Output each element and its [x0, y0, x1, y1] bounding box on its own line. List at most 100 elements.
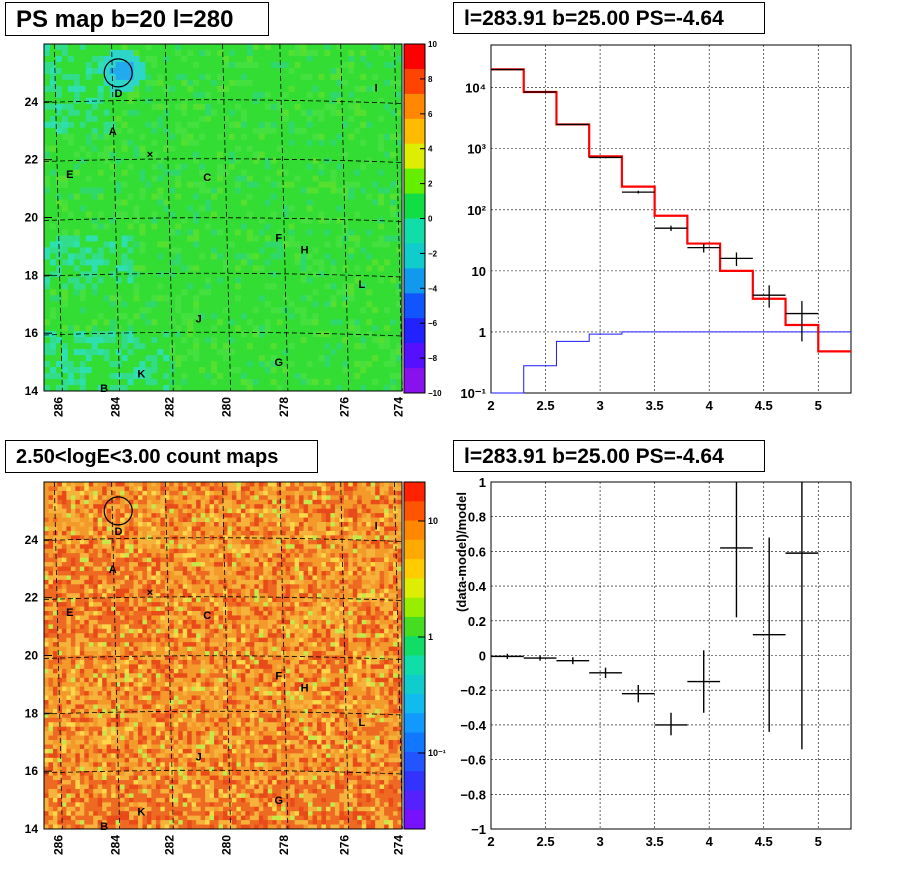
count-map-cell: [151, 548, 157, 554]
ps-map-cell: [396, 67, 403, 75]
ps-map-cell: [109, 163, 116, 171]
ps-map-cell: [300, 337, 307, 344]
ps-map-cell: [211, 44, 218, 51]
ps-map-cell: [288, 259, 295, 266]
ps-map-cell: [294, 367, 301, 374]
ps-map-cell: [258, 319, 266, 326]
ps-map-cell: [145, 265, 152, 272]
count-map-cell: [379, 486, 385, 492]
count-map-cell: [240, 539, 246, 545]
ps-map-cell: [270, 283, 278, 290]
ps-map-cell: [366, 73, 373, 81]
ps-map-cell: [151, 44, 158, 51]
ps-map-cell: [205, 379, 212, 386]
ps-map-cell: [97, 277, 105, 284]
count-map-cell: [334, 504, 340, 510]
ps-map-cell: [79, 103, 87, 111]
ps-map-cell: [240, 355, 248, 362]
ps-map-cell: [270, 133, 278, 141]
ps-map-cell: [169, 187, 176, 194]
ps-map-cell: [252, 49, 260, 57]
ps-map-cell: [145, 379, 152, 386]
ps-map-cell: [97, 337, 105, 344]
ps-map-cell: [79, 181, 87, 188]
ps-map-cell: [73, 349, 81, 356]
count-map-cell: [205, 499, 210, 505]
ps-map-cell: [348, 361, 355, 368]
count-map-cell: [93, 513, 99, 518]
count-map-cell: [375, 495, 381, 501]
count-map-cell: [330, 553, 336, 559]
ps-map-cell: [193, 355, 200, 362]
ps-map-cell: [306, 163, 313, 171]
ps-map-cell: [205, 259, 212, 266]
ps-map-cell: [300, 283, 307, 290]
ps-map-cell: [372, 349, 379, 356]
count-map-cell: [160, 562, 166, 567]
ps-map-cell: [187, 247, 194, 254]
ps-map-cell: [139, 151, 146, 159]
count-map-cell: [303, 508, 309, 514]
ps-map-cell: [228, 85, 236, 93]
count-map-cell: [375, 535, 381, 541]
ps-map-cell: [378, 205, 385, 212]
ps-map-cell: [360, 127, 367, 135]
count-map-cell: [393, 490, 398, 496]
count-map-cell: [361, 517, 367, 523]
ps-map-cell: [336, 319, 343, 326]
ps-map-cell: [384, 145, 391, 153]
ps-map-cell: [246, 283, 254, 290]
ps-map-cell: [384, 79, 391, 87]
ps-map-cell: [288, 343, 295, 350]
ps-map-cell: [354, 265, 361, 272]
ps-map-cell: [312, 385, 319, 392]
count-map-cell: [258, 490, 264, 496]
ps-map-cell: [240, 115, 248, 123]
ps-map-cell: [312, 85, 319, 93]
ps-map-cell: [294, 379, 301, 386]
ps-map-cell: [336, 205, 343, 212]
ps-map-cell: [103, 265, 111, 272]
count-map-cell: [191, 548, 197, 554]
ps-map-cell: [318, 157, 325, 165]
ps-map-cell: [217, 127, 224, 135]
ps-map-cell: [169, 295, 176, 302]
ps-map-cell: [246, 343, 254, 350]
count-map-cell: [133, 482, 139, 487]
ps-map-cell: [282, 97, 290, 105]
ps-map-cell: [240, 367, 248, 374]
ps-map-cell: [294, 211, 301, 218]
ps-map-cell: [121, 271, 128, 278]
ps-map-cell: [85, 253, 93, 260]
ps-map-cell: [336, 313, 343, 320]
spectrum-title: l=283.91 b=25.00 PS=-4.64: [453, 2, 765, 34]
ps-map-cell: [276, 115, 284, 123]
ps-map-cell: [175, 373, 182, 380]
count-map-cell: [249, 499, 255, 505]
ps-map-cell: [205, 49, 212, 57]
ps-map-cell: [73, 121, 81, 129]
count-map-cell: [106, 535, 112, 541]
count-map-cell: [308, 490, 313, 496]
ps-map-cell: [67, 127, 75, 135]
ps-map-cell: [288, 247, 295, 254]
count-map-cell: [48, 539, 54, 545]
ps-map-cell: [67, 169, 75, 177]
ps-map-cell: [246, 199, 254, 206]
count-map-cell: [339, 490, 345, 496]
ps-map-cell: [366, 55, 373, 63]
count-map-cell: [191, 557, 197, 563]
ps-map-cell: [127, 235, 134, 242]
count-map-cell: [120, 517, 125, 523]
count-map-cell: [178, 517, 184, 523]
ps-map-cell: [270, 151, 278, 159]
count-map-cell: [388, 482, 394, 487]
ps-map-cell: [169, 85, 176, 93]
ps-map-cell: [199, 271, 206, 278]
ps-map-cell: [276, 289, 284, 296]
count-map-cell: [249, 504, 255, 510]
ps-map-cell: [270, 361, 278, 368]
ps-map-cell: [348, 367, 355, 374]
ps-map-cell: [312, 205, 319, 212]
ps-map-cell: [336, 259, 343, 266]
